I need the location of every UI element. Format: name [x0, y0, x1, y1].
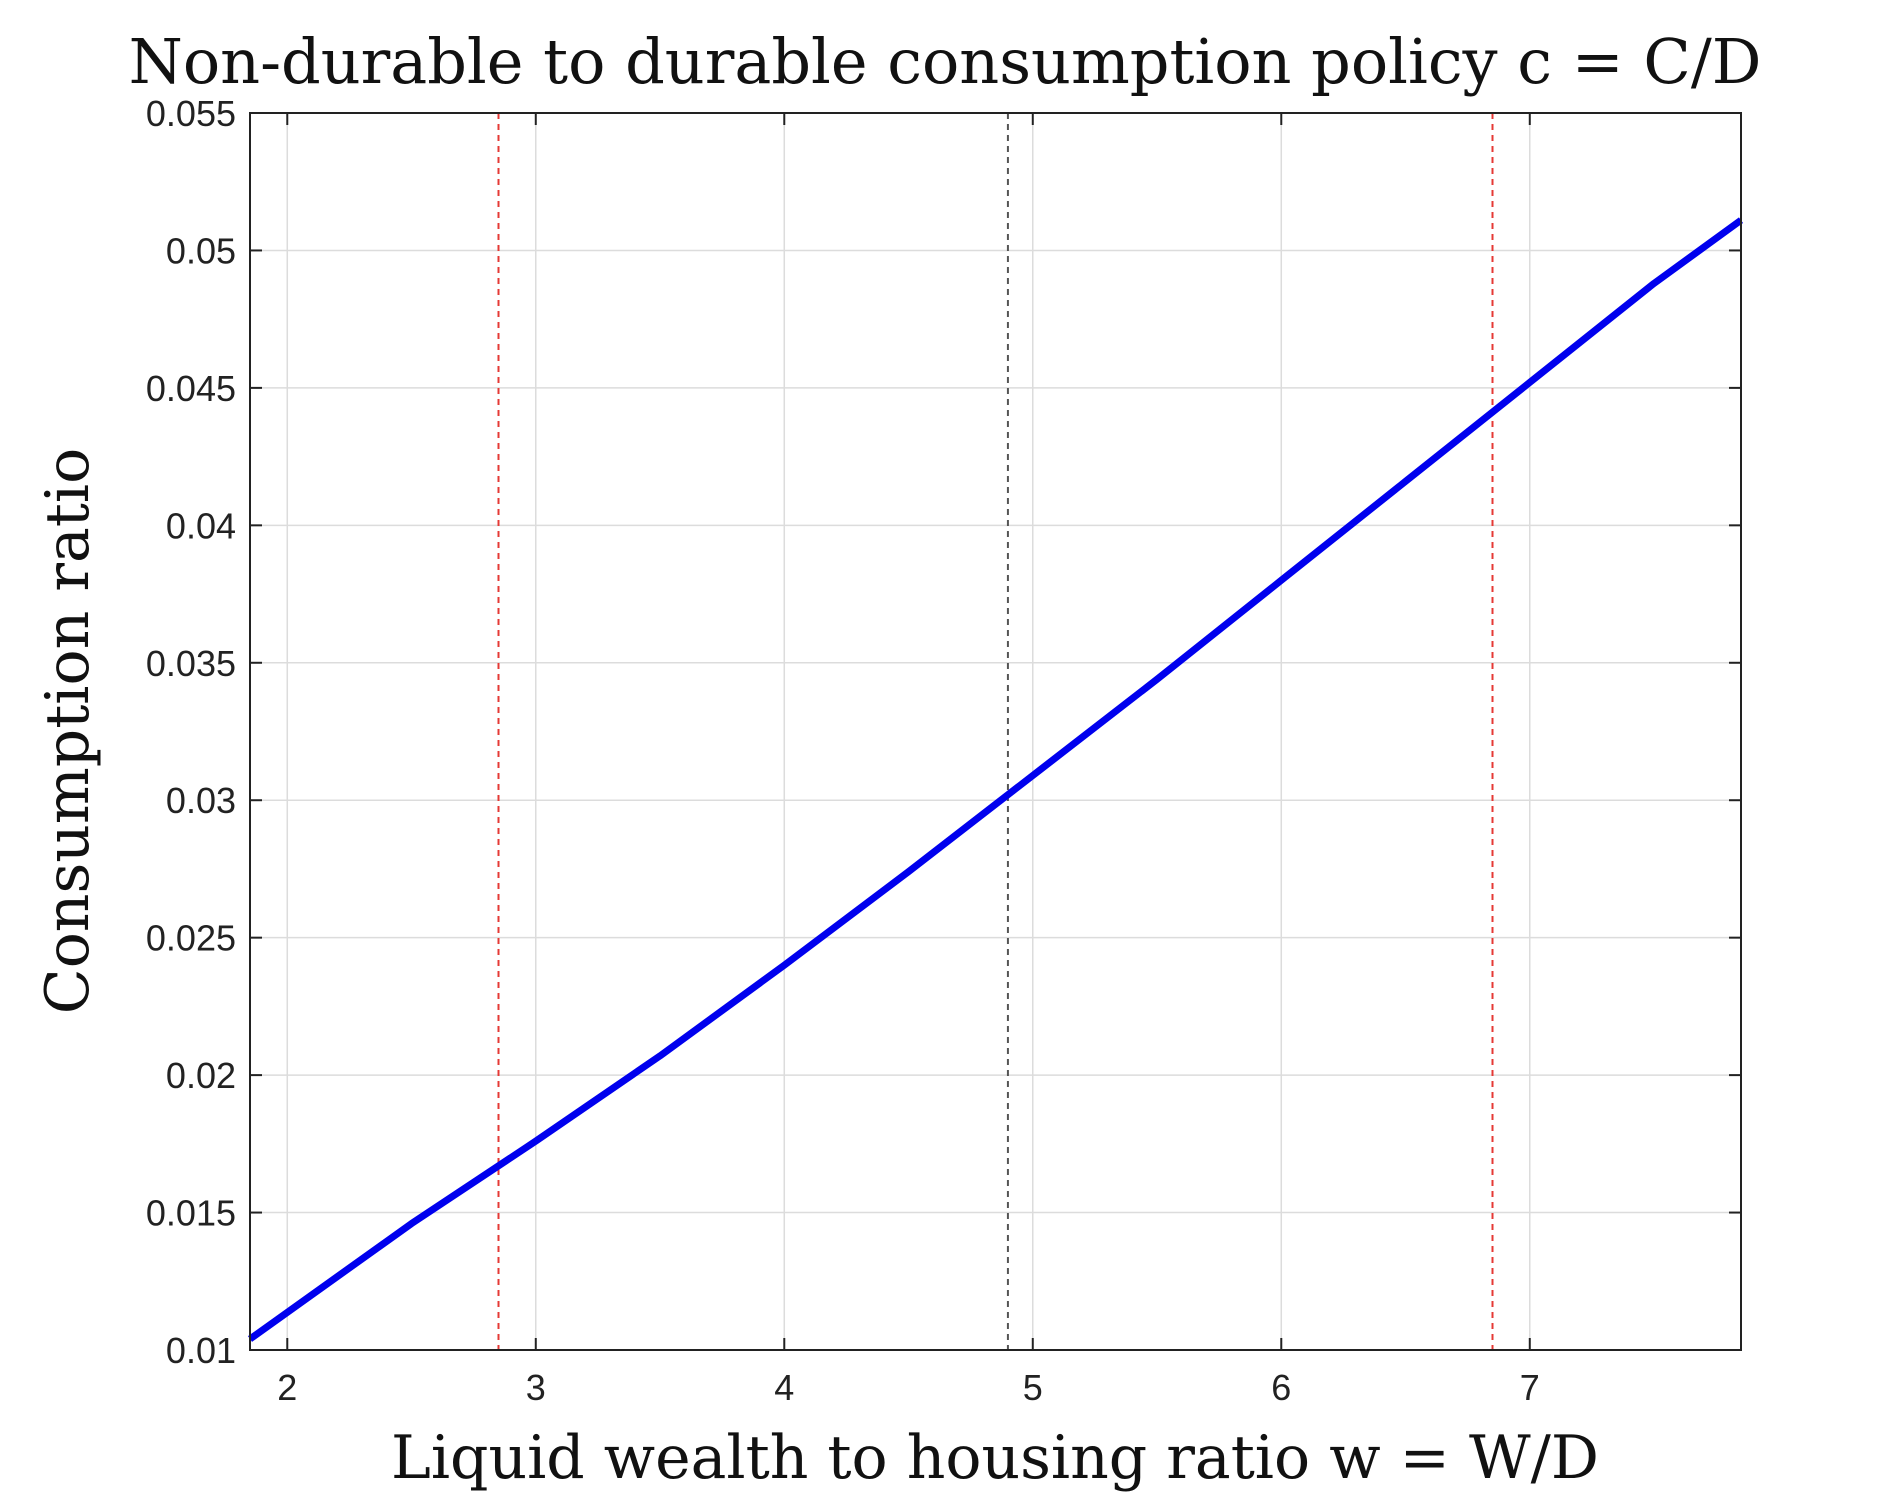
y-tick-label: 0.015 [146, 1193, 236, 1234]
x-tick-label: 5 [1023, 1367, 1043, 1408]
reference-lines [497, 113, 1494, 1350]
y-tick-label: 0.035 [146, 643, 236, 684]
x-tick-label: 4 [774, 1367, 794, 1408]
plot-frame [249, 112, 1742, 1351]
y-tick-label: 0.05 [166, 230, 236, 271]
series-layer [247, 217, 1744, 1342]
ticks [250, 112, 1741, 1351]
chart-title: Non-durable to durable consumption polic… [129, 25, 1762, 98]
x-tick-label: 6 [1271, 1367, 1291, 1408]
y-tick-label: 0.055 [146, 93, 236, 134]
y-tick-labels: 0.01 0.015 0.02 0.025 0.03 0.035 0.04 0.045 0.05… [146, 93, 236, 1371]
y-tick-label: 0.025 [146, 918, 236, 959]
x-tick-label: 3 [526, 1367, 546, 1408]
series-line [247, 217, 1744, 1342]
x-tick-label: 2 [277, 1367, 297, 1408]
x-tick-label: 7 [1520, 1367, 1540, 1408]
y-axis-label: Consumption ratio [33, 448, 103, 1014]
x-axis-label: Liquid wealth to housing ratio w = W/D [391, 1423, 1599, 1493]
y-tick-label: 0.04 [166, 505, 236, 546]
y-tick-label: 0.02 [166, 1055, 236, 1096]
x-tick-labels: 2 3 4 5 6 7 [277, 1367, 1540, 1408]
y-tick-label: 0.045 [146, 368, 236, 409]
plot-background [250, 113, 1741, 1350]
y-tick-label: 0.01 [166, 1330, 236, 1371]
y-tick-label: 0.03 [166, 780, 236, 821]
